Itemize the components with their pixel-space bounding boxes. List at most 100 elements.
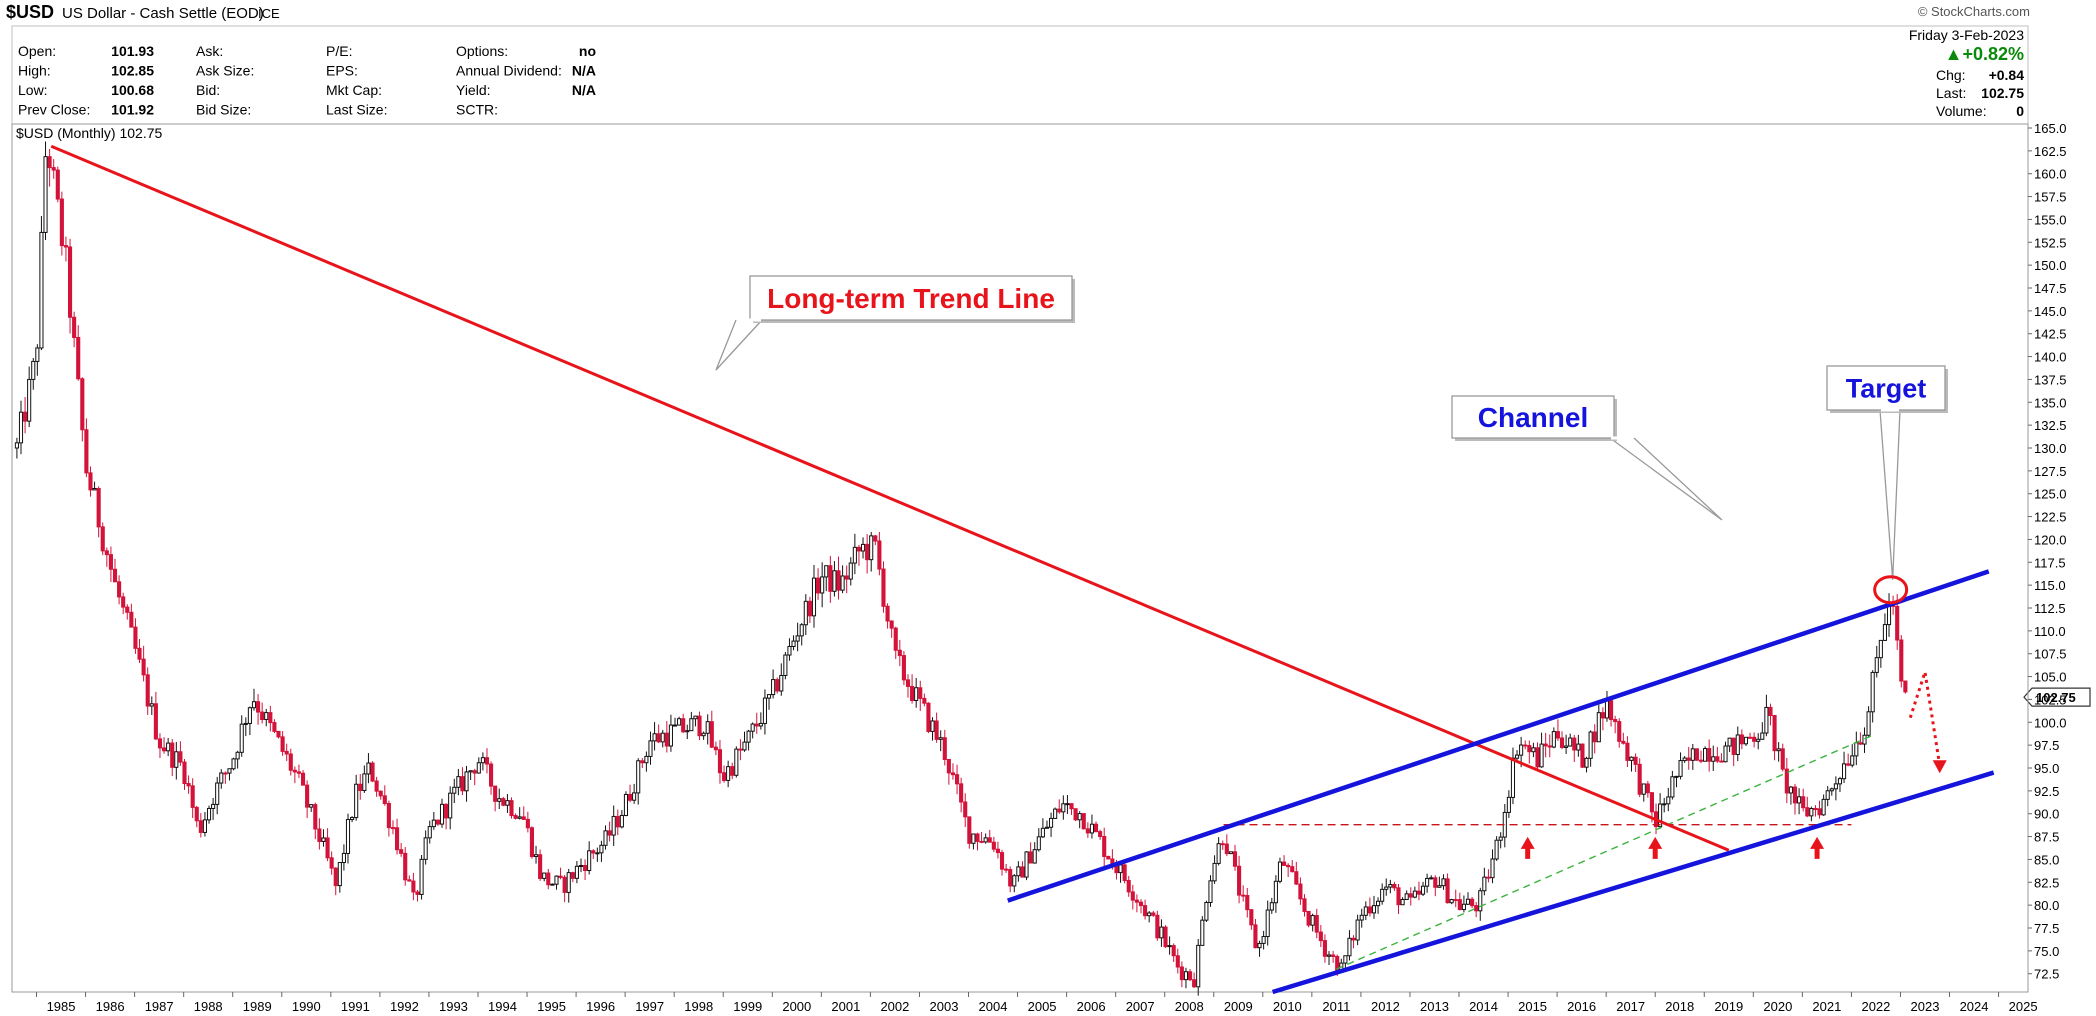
plot-area[interactable] <box>11 123 2029 993</box>
price-bar <box>1147 912 1152 917</box>
price-bar <box>852 546 857 564</box>
price-bar <box>1245 895 1250 911</box>
symbol[interactable]: $USD <box>6 2 54 22</box>
price-bar <box>444 803 449 819</box>
price-bar <box>1743 736 1749 745</box>
price-bar <box>693 715 698 720</box>
price-bar <box>1380 888 1385 902</box>
x-tick-label: 2012 <box>1371 999 1400 1014</box>
channel-label-joint <box>1611 436 1633 440</box>
price-bar <box>1813 808 1818 811</box>
price-bar <box>1564 745 1569 748</box>
price-bar <box>578 864 584 867</box>
price-bar <box>697 715 702 737</box>
price-bar <box>1241 894 1246 897</box>
channel-bottom-line <box>1271 770 1995 995</box>
stat-label: Low: <box>18 82 48 98</box>
price-bar <box>1302 898 1307 912</box>
price-bar <box>1134 899 1139 903</box>
price-bar <box>1024 851 1029 878</box>
price-bar <box>926 702 931 732</box>
price-bar <box>636 760 641 794</box>
price-bar <box>1093 823 1099 833</box>
price-bar <box>1727 737 1732 747</box>
price-bar <box>591 850 596 854</box>
price-bar <box>1882 624 1887 641</box>
price-bar <box>96 488 101 528</box>
price-bar <box>1641 783 1646 795</box>
price-bar <box>803 600 808 626</box>
x-tick-label: 1991 <box>341 999 370 1014</box>
y-tick-label: 115.0 <box>2034 578 2066 593</box>
price-bar <box>284 750 289 755</box>
y-tick-label: 90.0 <box>2034 807 2059 822</box>
price-bar <box>583 864 588 872</box>
x-tick-label: 2019 <box>1714 999 1743 1014</box>
price-bar <box>1576 743 1581 751</box>
price-bar <box>574 865 579 879</box>
price-bar <box>1416 890 1422 895</box>
stat-value: 101.92 <box>111 102 154 118</box>
y-tick-label: 127.5 <box>2034 464 2067 479</box>
price-bar <box>202 819 207 833</box>
y-tick-label: 155.0 <box>2034 212 2067 227</box>
price-bar <box>1797 796 1802 804</box>
price-bar <box>632 792 637 801</box>
channel-label-text: Channel <box>1478 402 1588 433</box>
stat-label: Open: <box>18 43 56 59</box>
price-bar <box>341 852 346 864</box>
x-tick-label: 1998 <box>684 999 713 1014</box>
price-bar <box>112 568 118 583</box>
price-bar <box>174 751 179 768</box>
price-bar <box>268 712 273 724</box>
price-bar <box>1514 754 1520 759</box>
price-bar <box>411 880 416 893</box>
price-bar <box>1187 971 1193 981</box>
price-bar <box>550 883 555 886</box>
y-tick-label: 117.5 <box>2034 555 2066 570</box>
target-label-joint <box>1881 408 1899 412</box>
price-bar <box>1208 880 1213 903</box>
stat-label: High: <box>18 63 51 79</box>
x-tick-label: 2006 <box>1077 999 1106 1014</box>
price-bar <box>1425 877 1430 887</box>
y-tick-label: 107.5 <box>2034 647 2067 662</box>
price-bar <box>215 782 220 805</box>
price-bar <box>1179 966 1184 981</box>
price-bar <box>1752 736 1757 742</box>
price-bar <box>51 167 56 171</box>
price-bar <box>799 624 804 637</box>
price-bar <box>1453 899 1458 902</box>
price-bar <box>558 875 563 878</box>
x-tick-label: 1986 <box>96 999 125 1014</box>
x-tick-label: 1993 <box>439 999 468 1014</box>
price-bar <box>656 733 661 743</box>
price-bar <box>1572 737 1577 751</box>
price-bar <box>1036 836 1041 851</box>
price-bar <box>1604 700 1610 719</box>
price-bar <box>419 858 424 895</box>
y-tick-label: 72.5 <box>2034 967 2059 982</box>
price-bar <box>1878 639 1883 659</box>
price-bar <box>705 721 710 734</box>
trend-label-pointer <box>715 319 763 371</box>
price-bar <box>1874 657 1879 673</box>
price-bar <box>1772 714 1777 752</box>
price-bar <box>1837 778 1843 785</box>
price-bar <box>39 231 44 349</box>
price-bar <box>313 804 318 830</box>
price-bar <box>243 722 248 725</box>
price-bar <box>963 801 968 818</box>
price-bar <box>358 783 363 791</box>
red-up-arrow <box>1810 836 1825 859</box>
price-bar <box>1008 869 1013 887</box>
price-bar <box>1228 851 1233 855</box>
price-bar <box>554 875 559 885</box>
price-bar <box>1081 813 1086 830</box>
stat-value: N/A <box>572 63 596 79</box>
price-bar <box>1760 732 1765 740</box>
stat-value: N/A <box>572 82 596 98</box>
last-price-tag: 102.75 <box>2023 687 2091 707</box>
projection-dotted-line <box>1908 671 1942 766</box>
price-bar <box>125 606 130 613</box>
